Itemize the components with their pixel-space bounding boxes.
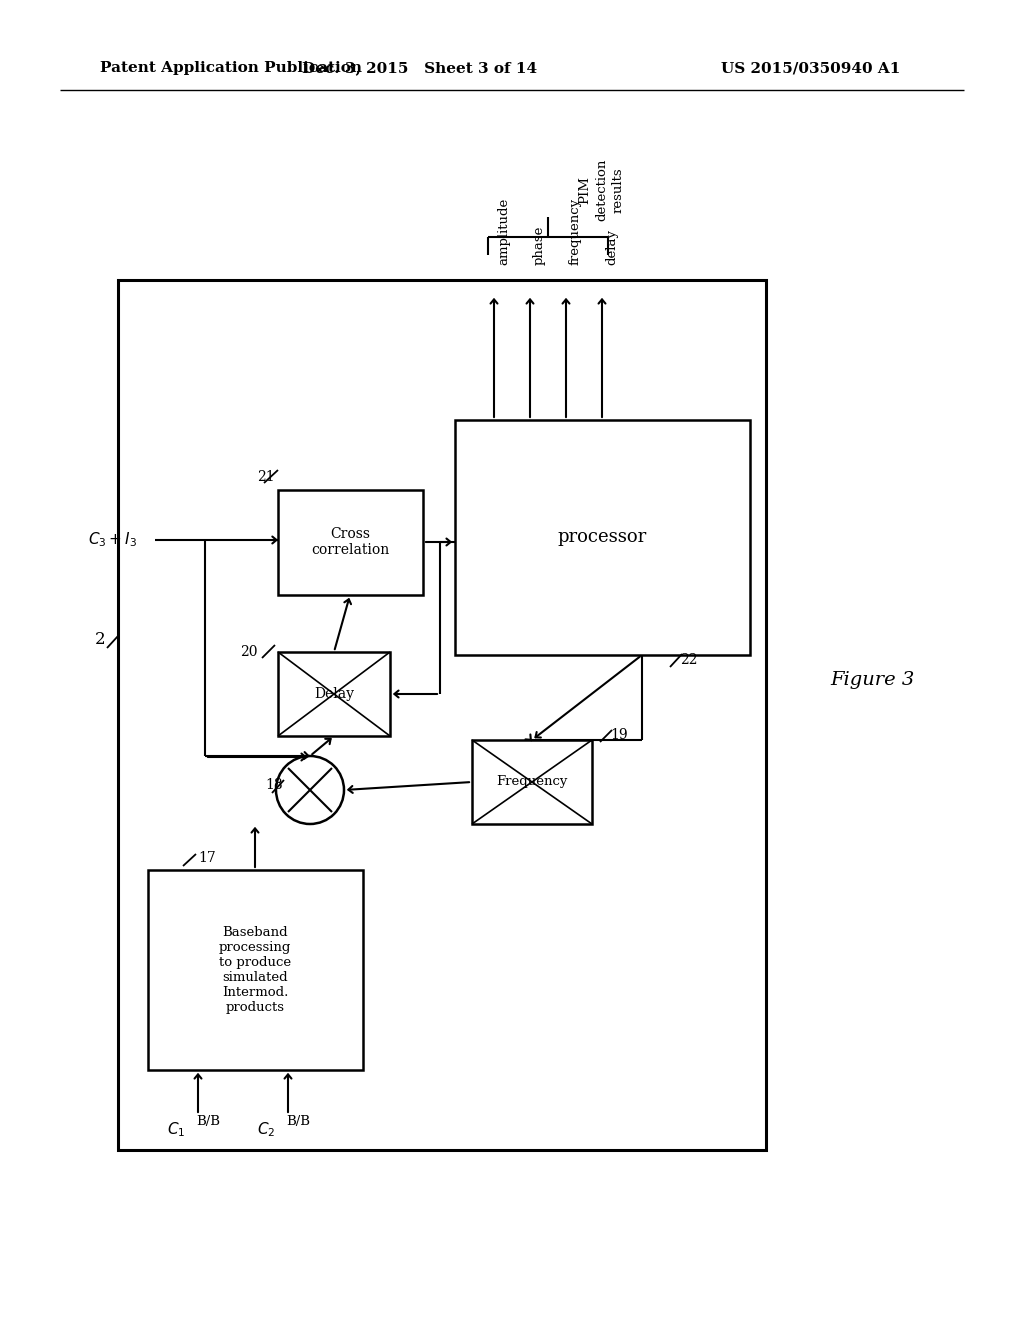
Text: 19: 19 — [610, 729, 628, 742]
Text: 21: 21 — [257, 470, 275, 484]
Text: $C_1$: $C_1$ — [167, 1121, 185, 1139]
Text: $C_2$: $C_2$ — [257, 1121, 275, 1139]
Text: 20: 20 — [241, 645, 258, 659]
Text: phase: phase — [534, 226, 546, 265]
Text: processor: processor — [557, 528, 646, 546]
Text: results: results — [612, 168, 625, 213]
Bar — [278, 490, 423, 595]
Text: PIM: PIM — [578, 176, 591, 205]
Text: frequency: frequency — [569, 198, 582, 265]
Text: Figure 3: Figure 3 — [830, 671, 914, 689]
Bar — [472, 741, 592, 824]
Bar — [148, 870, 362, 1071]
Text: 22: 22 — [680, 653, 697, 667]
Bar — [278, 652, 390, 737]
Bar — [455, 420, 750, 655]
Text: Frequency: Frequency — [497, 776, 567, 788]
Bar — [118, 280, 766, 1150]
Text: Patent Application Publication: Patent Application Publication — [100, 61, 362, 75]
Text: 18: 18 — [265, 777, 283, 792]
Text: Baseband
processing
to produce
simulated
Intermod.
products: Baseband processing to produce simulated… — [219, 927, 291, 1014]
Text: 17: 17 — [198, 851, 216, 865]
Text: amplitude: amplitude — [497, 198, 510, 265]
Text: B/B: B/B — [196, 1115, 220, 1129]
Text: B/B: B/B — [286, 1115, 310, 1129]
Text: Delay: Delay — [314, 686, 354, 701]
Text: detection: detection — [595, 158, 608, 222]
Text: $C_3+I_3$: $C_3+I_3$ — [88, 531, 137, 549]
Circle shape — [276, 756, 344, 824]
Text: 2: 2 — [94, 631, 105, 648]
Text: Cross
correlation: Cross correlation — [311, 527, 389, 557]
Text: US 2015/0350940 A1: US 2015/0350940 A1 — [721, 61, 900, 75]
Text: Dec. 3, 2015   Sheet 3 of 14: Dec. 3, 2015 Sheet 3 of 14 — [302, 61, 538, 75]
Text: delay: delay — [605, 228, 618, 265]
